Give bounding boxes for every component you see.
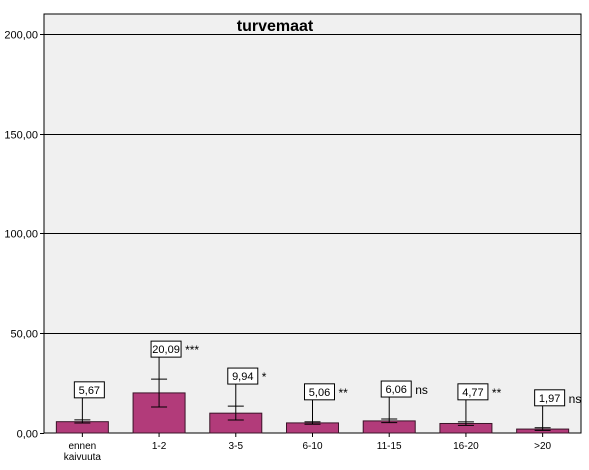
value-label: 5,67 [79, 385, 100, 397]
y-tick-label: 0,00 [17, 429, 38, 441]
y-tick-label: 150,00 [4, 130, 38, 142]
value-label-box [457, 383, 489, 401]
x-tick-label: 1-2 [152, 441, 167, 452]
value-label: 4,77 [462, 387, 483, 399]
x-tick-label: 16-20 [453, 441, 479, 452]
x-tick-label: kaivuuta [64, 452, 102, 463]
significance-label: ** [339, 386, 349, 400]
significance-label: ** [492, 386, 502, 400]
value-label-box [227, 367, 259, 385]
y-axis: 0,00 50,00 100,00 150,00 200,00 [4, 30, 44, 441]
gridlines [44, 34, 581, 334]
value-label: 5,06 [309, 387, 330, 399]
significance-label: ns [569, 392, 582, 406]
plot-area [43, 13, 582, 434]
x-tick-label: 6-10 [302, 441, 322, 452]
value-label-box [534, 389, 566, 407]
significance-label: * [262, 370, 267, 384]
value-label-box [380, 380, 412, 398]
value-label: 6,06 [386, 384, 407, 396]
value-label: 20,09 [152, 344, 180, 356]
significance-label: ns [415, 383, 428, 397]
x-tick-label: 3-5 [229, 441, 244, 452]
bars: 5,67 20,09 *** 9,94 * 5,06 ** 6,06 ns 4,77 ** 1,97 n… [55, 340, 582, 434]
x-tick-label: >20 [534, 441, 551, 452]
value-label: 9,94 [232, 371, 253, 383]
value-label-box [73, 381, 105, 399]
y-tick-label: 200,00 [4, 30, 38, 42]
value-label-box [150, 340, 182, 358]
y-tick-label: 100,00 [4, 229, 38, 241]
x-tick-label: ennen [68, 441, 96, 452]
value-label: 1,97 [539, 393, 560, 405]
value-label-box [304, 383, 335, 401]
significance-label: *** [185, 343, 199, 357]
y-tick-label: 50,00 [10, 329, 38, 341]
chart-title: turvemaat [237, 18, 314, 35]
x-tick-label: 11-15 [377, 441, 402, 452]
